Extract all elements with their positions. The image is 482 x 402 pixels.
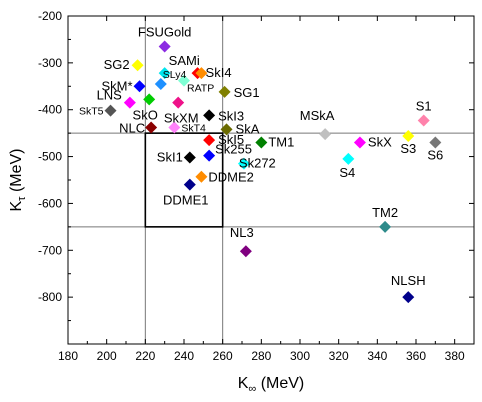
- point-label: SLy4: [163, 69, 187, 81]
- point-label: TM2: [372, 205, 398, 220]
- data-point-sg1: [218, 85, 231, 98]
- x-tick-label: 240: [174, 349, 194, 363]
- point-label: RATP: [187, 83, 214, 95]
- point-label: DDME2: [208, 170, 254, 185]
- point-label: LNS: [97, 88, 123, 103]
- data-point-sk255: [203, 149, 216, 162]
- data-point-skm: [133, 80, 146, 93]
- point-label: SkI4: [206, 65, 232, 80]
- data-point-sko: [143, 93, 156, 106]
- data-point-s3: [402, 129, 415, 142]
- point-label: S4: [339, 165, 355, 180]
- point-label: SkA: [236, 121, 260, 136]
- data-point-ratp: [178, 74, 190, 87]
- x-tick-label: 200: [97, 349, 117, 363]
- point-label: NLC: [119, 121, 145, 136]
- data-point-tm2: [379, 220, 392, 233]
- x-tick-label: 320: [329, 349, 349, 363]
- point-label: SkI5: [218, 132, 244, 147]
- point-label: S3: [400, 141, 416, 156]
- y-tick-label: -400: [38, 103, 62, 117]
- point-label: SkO: [133, 107, 158, 122]
- point-label: S6: [427, 148, 443, 163]
- x-tick-label: 360: [406, 349, 426, 363]
- data-point-lns: [123, 96, 136, 109]
- point-label: MSkA: [300, 108, 335, 123]
- point-label: DDME1: [163, 193, 209, 208]
- data-point-nlc: [145, 121, 158, 134]
- data-point: [195, 67, 208, 80]
- x-tick-label: 340: [367, 349, 387, 363]
- y-axis-title-main: K: [8, 201, 25, 212]
- x-axis-title: K∞ (MeV): [238, 375, 305, 395]
- data-point-nl3: [239, 245, 252, 258]
- data-point-sk272: [237, 157, 250, 170]
- y-tick-label: -600: [38, 196, 62, 210]
- data-point-sly4: [154, 77, 167, 90]
- x-tick-label: 180: [58, 349, 78, 363]
- y-axis-title-unit: (MeV): [8, 148, 25, 196]
- point-label: NL3: [230, 225, 254, 240]
- x-axis-title-main: K: [238, 375, 249, 392]
- y-tick-label: -300: [38, 56, 62, 70]
- data-point-skxm: [172, 96, 185, 109]
- x-tick-label: 300: [290, 349, 310, 363]
- point-label: SkX: [368, 135, 392, 150]
- constraint-box: [144, 132, 224, 228]
- y-tick-label: -500: [38, 150, 62, 164]
- x-axis-ticks: 180 200 220 240 260 280 300 320 340 360 380: [58, 16, 465, 363]
- data-point-skx: [353, 136, 366, 149]
- data-point-ski5: [203, 134, 216, 147]
- x-tick-label: 380: [445, 349, 465, 363]
- x-tick-label: 280: [251, 349, 271, 363]
- point-label: FSUGold: [138, 24, 191, 39]
- point-label: SG2: [104, 57, 130, 72]
- x-axis-title-unit: (MeV): [256, 375, 304, 392]
- x-axis-title-sub: ∞: [248, 383, 256, 395]
- point-label: S1: [416, 98, 432, 113]
- x-tick-label: 220: [135, 349, 155, 363]
- point-label: SkT5: [79, 106, 104, 118]
- data-points: [104, 40, 442, 304]
- point-label: SkI3: [218, 108, 244, 123]
- point-label: SAMi: [169, 53, 200, 68]
- point-label: TM1: [268, 135, 294, 150]
- data-point-ska: [220, 123, 233, 136]
- data-point-fsugold: [158, 40, 171, 53]
- y-tick-label: -800: [38, 290, 62, 304]
- y-tick-label: -700: [38, 243, 62, 257]
- point-label: SkI1: [157, 150, 183, 165]
- data-point-mska: [319, 128, 332, 141]
- data-point-ski3: [203, 109, 216, 122]
- point-label: NLSH: [391, 273, 426, 288]
- data-point-s1: [417, 114, 430, 127]
- point-label: SkXM: [164, 111, 199, 126]
- data-point-ddme2: [195, 170, 208, 183]
- data-point-ski1: [183, 151, 196, 164]
- data-point-nlsh: [402, 291, 415, 304]
- point-label: SkT4: [181, 123, 206, 135]
- data-point-ddme1: [183, 178, 196, 191]
- data-point-sami: [158, 67, 171, 80]
- data-point-tm1: [255, 136, 268, 149]
- y-axis-title-sub: τ: [16, 196, 28, 201]
- data-point-sg2: [131, 59, 144, 72]
- point-label: SG1: [234, 85, 260, 100]
- x-tick-label: 260: [213, 349, 233, 363]
- data-point-s4: [342, 152, 355, 165]
- point-label: Sk255: [215, 142, 252, 157]
- data-point-s6: [429, 136, 442, 149]
- point-label: Sk272: [239, 156, 276, 171]
- y-axis-title: Kτ (MeV): [8, 148, 28, 211]
- y-axis-ticks: -200 -300 -400 -500 -600 -700 -800: [38, 9, 474, 322]
- point-label: SkM*: [101, 78, 132, 93]
- data-point-skt5: [104, 104, 117, 117]
- data-point-skt4: [168, 121, 181, 134]
- y-tick-label: -200: [38, 9, 62, 23]
